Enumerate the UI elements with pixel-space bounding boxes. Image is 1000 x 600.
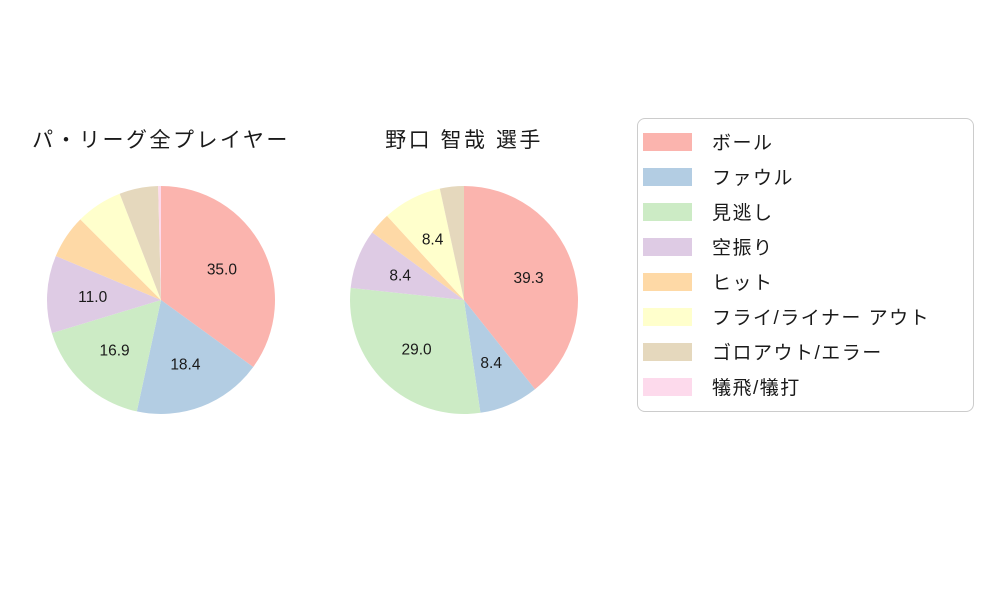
pie-slice-1	[464, 300, 535, 413]
legend-label: ヒット	[712, 273, 774, 294]
legend-label: 犠飛/犠打	[712, 378, 801, 399]
legend-swatch	[643, 307, 692, 326]
legend-swatch	[643, 377, 692, 396]
legend-swatch	[643, 202, 692, 221]
pie-value-label: 39.3	[514, 270, 544, 287]
pie-value-label: 16.9	[100, 343, 130, 360]
pie-slice-5	[387, 188, 464, 300]
legend-item-7: 犠飛/犠打	[643, 369, 973, 404]
legend-label: ボール	[712, 133, 774, 154]
pie-slice-4	[55, 219, 161, 300]
pie-value-label: 8.4	[480, 355, 502, 372]
pie-slice-5	[80, 193, 161, 300]
legend-item-0: ボール	[643, 124, 973, 159]
legend-item-2: 見逃し	[643, 194, 973, 229]
pie-slice-6	[119, 186, 161, 300]
legend-item-4: ヒット	[643, 264, 973, 299]
pie-value-label: 18.4	[170, 356, 201, 373]
legend-item-5: フライ/ライナー アウト	[643, 299, 973, 334]
legend-box: ボールファウル見逃し空振りヒットフライ/ライナー アウト ゴロアウト/エラー 犠飛/…	[637, 118, 974, 412]
legend-item-1: ファウル	[643, 159, 973, 194]
legend-swatch	[643, 132, 692, 151]
pie-title-league-average: パ・リーグ全プレイヤー	[32, 129, 290, 152]
legend-swatch	[643, 237, 692, 256]
pie-slice-7	[158, 186, 161, 300]
legend-swatch	[643, 342, 692, 361]
pie-slice-2	[350, 287, 481, 414]
pie-value-label: 11.0	[78, 289, 107, 306]
legend-label: 見逃し	[712, 203, 774, 224]
pie-slice-0	[161, 186, 276, 368]
pie-value-label: 35.0	[207, 261, 238, 278]
pie-slice-3	[350, 232, 464, 300]
pie-chart-player: 39.3 8.4 29.0 8.4 8.4	[350, 186, 578, 414]
pie-slice-0	[464, 186, 578, 390]
legend-item-3: 空振り	[643, 229, 973, 264]
pie-slice-6	[439, 186, 464, 300]
legend-swatch	[643, 272, 692, 291]
pie-chart-league-average: 35.0 18.4 16.9 11.0	[46, 186, 276, 415]
legend-label: ゴロアウト/エラー	[712, 343, 883, 364]
legend-label: ファウル	[712, 168, 795, 189]
pie-slice-2	[51, 300, 161, 412]
pie-slice-3	[46, 256, 161, 334]
pie-value-label: 29.0	[402, 342, 433, 359]
pie-title-player: 野口 智哉 選手	[385, 129, 543, 152]
pie-value-label: 8.4	[389, 268, 411, 285]
legend-label: フライ/ライナー アウト	[712, 308, 931, 329]
legend-swatch	[643, 167, 692, 186]
legend-item-6: ゴロアウト/エラー	[643, 334, 973, 369]
legend-label: 空振り	[712, 238, 774, 259]
pie-slice-1	[136, 300, 254, 415]
pie-value-label: 8.4	[422, 232, 444, 249]
pie-slice-4	[372, 215, 464, 300]
